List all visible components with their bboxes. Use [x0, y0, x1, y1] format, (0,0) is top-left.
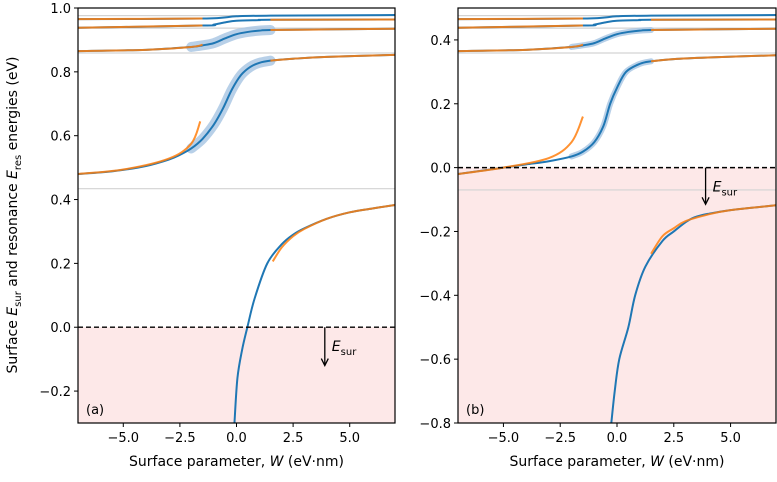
x-axis-label-unit: (eV·nm)	[664, 454, 725, 470]
x-axis-label-text: Surface parameter,	[510, 454, 651, 470]
panel-b: Esur (b) −5.0 −2.5 0.0 2.5 5.0 −0.8 −0.6 −0.4 −0.2…	[419, 8, 776, 470]
x-tick-label: 5.0	[720, 431, 741, 446]
panel-label: (b)	[466, 403, 484, 418]
x-axis-label-var: W	[650, 454, 665, 470]
x-tick-label: 5.0	[339, 431, 360, 446]
x-axis-label: Surface parameter, W (eV·nm)	[129, 454, 344, 470]
annotation-label-sub: sur	[721, 188, 738, 199]
panel-label: (a)	[86, 403, 104, 418]
x-tick-label: −5.0	[107, 431, 139, 446]
orange-series-line	[458, 26, 583, 28]
y-tick-label: 1.0	[50, 2, 71, 17]
x-tick-label: 0.0	[226, 431, 247, 446]
orange-series-line	[78, 19, 203, 20]
orange-series-line	[78, 45, 203, 51]
bound-state-region	[458, 168, 776, 423]
y-axis-label: Surface Esur and resonance Eres energies…	[5, 56, 24, 373]
y-tick-label: 0.0	[430, 162, 451, 177]
y-tick-label: 0.0	[50, 321, 71, 336]
orange-series-line	[78, 121, 200, 174]
x-tick-label: −5.0	[488, 431, 520, 446]
annotation-label-main: E	[332, 339, 341, 355]
y-tick-label: −0.6	[419, 353, 451, 368]
y-tick-label: −0.8	[419, 417, 451, 432]
y-tick-label: 0.8	[50, 66, 71, 81]
orange-series-line	[270, 55, 395, 61]
orange-series-line	[458, 45, 583, 51]
annotation-label-main: E	[713, 180, 722, 196]
annotation-label-sub: sur	[341, 347, 358, 358]
orange-series-line	[273, 205, 395, 262]
y-tick-label: 0.4	[430, 34, 451, 49]
x-axis-label: Surface parameter, W (eV·nm)	[510, 454, 725, 470]
x-tick-label: 0.0	[607, 431, 628, 446]
x-tick-label: 2.5	[663, 431, 684, 446]
blue-series-line	[458, 55, 776, 174]
y-tick-label: 0.6	[50, 130, 71, 145]
y-tick-label: 0.2	[50, 257, 71, 272]
x-axis-label-text: Surface parameter,	[129, 454, 270, 470]
x-tick-label: 2.5	[283, 431, 304, 446]
panel-a: Esur (a)−5.0 −2.5 0.0 2.5 5.0 −0.2 0.0 0.2 0.4 0.6…	[39, 2, 395, 470]
orange-series-line	[651, 29, 776, 30]
orange-series-line	[78, 26, 203, 28]
orange-series-line	[651, 55, 776, 61]
plot-area	[458, 15, 776, 423]
orange-series-line	[458, 19, 583, 20]
x-tick-label: −2.5	[164, 431, 196, 446]
x-tick-label: −2.5	[544, 431, 576, 446]
orange-series-line	[458, 117, 583, 174]
y-tick-label: −0.2	[39, 385, 71, 400]
x-axis-label-unit: (eV·nm)	[283, 454, 344, 470]
y-tick-label: 0.4	[50, 194, 71, 209]
y-tick-label: −0.4	[419, 289, 451, 304]
uncertainty-band	[572, 61, 652, 156]
orange-series-line	[270, 29, 395, 30]
uncertainty-band	[191, 61, 270, 149]
bound-state-region	[78, 327, 395, 423]
y-tick-label: 0.2	[430, 98, 451, 113]
x-axis-label-var: W	[270, 454, 285, 470]
plot-area	[78, 15, 395, 423]
y-tick-label: −0.2	[419, 225, 451, 240]
